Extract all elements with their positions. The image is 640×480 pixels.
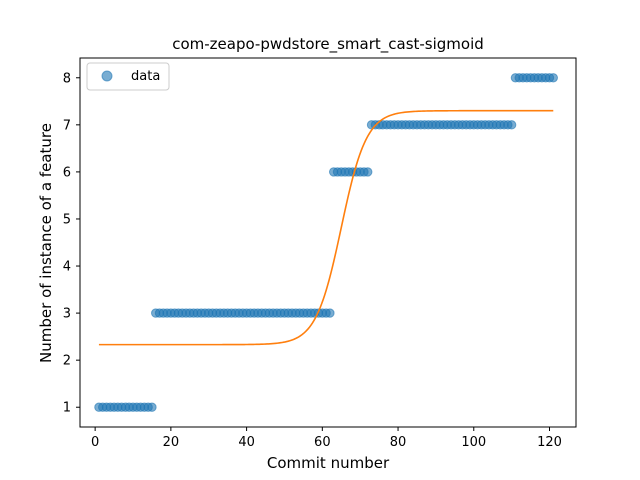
x-tick-label: 120 bbox=[537, 435, 562, 450]
x-tick-label: 40 bbox=[238, 435, 255, 450]
legend-marker bbox=[101, 70, 113, 82]
data-point bbox=[506, 120, 517, 130]
data-point bbox=[147, 402, 157, 412]
x-tick-label: 100 bbox=[461, 435, 486, 450]
y-tick-label: 7 bbox=[63, 118, 71, 133]
y-tick-label: 8 bbox=[63, 71, 71, 86]
data-point bbox=[325, 308, 335, 318]
x-axis-label: Commit number bbox=[267, 454, 390, 472]
y-axis-label: Number of instance of a feature bbox=[37, 123, 55, 363]
legend-frame bbox=[86, 62, 170, 91]
x-tick-label: 80 bbox=[390, 435, 407, 450]
axes-frame bbox=[79, 57, 577, 428]
legend-label: data bbox=[131, 69, 160, 84]
x-tick-label: 0 bbox=[91, 435, 99, 450]
y-tick-label: 3 bbox=[63, 307, 71, 322]
y-tick-label: 4 bbox=[63, 260, 71, 275]
data-point bbox=[363, 167, 373, 177]
x-tick-label: 60 bbox=[314, 435, 331, 450]
axes: 0 20 40 60 80 100 120 1 2 3 4 5 6 7 8 bbox=[63, 57, 577, 450]
fit-line bbox=[98, 109, 554, 346]
legend: data bbox=[86, 62, 170, 91]
x-tick-label: 20 bbox=[163, 435, 180, 450]
plot-area bbox=[94, 73, 558, 412]
chart-title: com-zeapo-pwdstore_smart_cast-sigmoid bbox=[172, 35, 484, 54]
y-tick-label: 5 bbox=[63, 212, 71, 227]
y-tick-label: 2 bbox=[63, 354, 71, 369]
data-point bbox=[548, 73, 558, 83]
y-tick-label: 1 bbox=[63, 401, 71, 416]
y-tick-label: 6 bbox=[63, 165, 71, 180]
